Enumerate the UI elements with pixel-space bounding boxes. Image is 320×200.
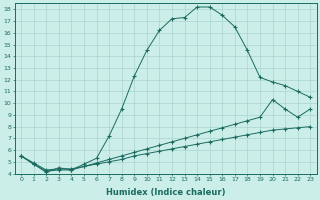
X-axis label: Humidex (Indice chaleur): Humidex (Indice chaleur) — [106, 188, 225, 197]
